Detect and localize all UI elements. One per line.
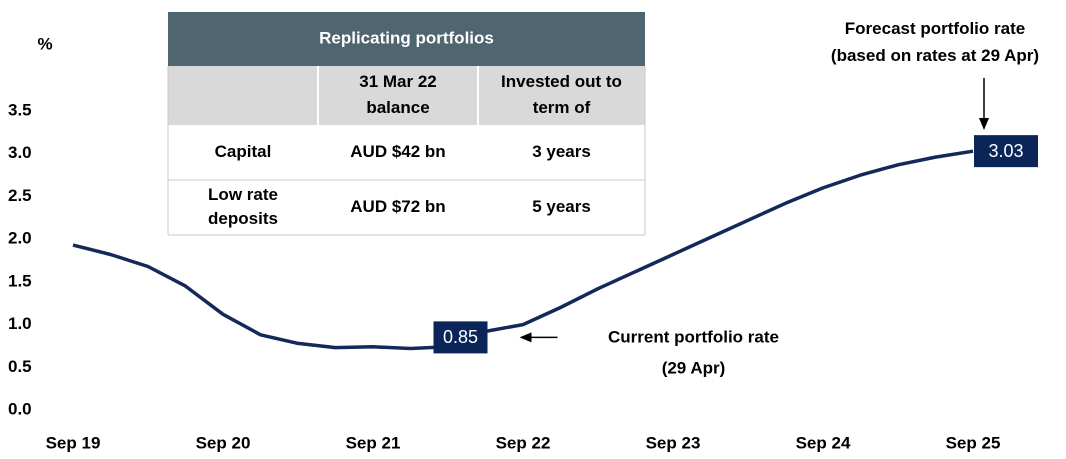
table-title-bg bbox=[168, 12, 645, 66]
table-header: balance bbox=[366, 98, 429, 117]
line bbox=[72, 149, 974, 351]
x-tick-label: Sep 23 bbox=[646, 433, 701, 452]
y-tick-label: 3.5 bbox=[8, 100, 32, 119]
x-tick-label: Sep 20 bbox=[196, 433, 251, 452]
table-cell: 5 years bbox=[532, 197, 591, 216]
table: Replicating portfolios 31 Mar 22 balance In… bbox=[167, 12, 646, 236]
value-box bbox=[974, 135, 1038, 168]
table-cell: AUD $42 bn bbox=[350, 142, 445, 161]
annotation-text: Forecast portfolio rate bbox=[845, 19, 1025, 38]
arrow-head bbox=[519, 332, 532, 343]
annotation-text: Current portfolio rate bbox=[608, 327, 779, 346]
value-box bbox=[433, 321, 488, 354]
y-tick-label: 2.0 bbox=[8, 229, 32, 248]
y-tick-label: 1.0 bbox=[8, 314, 32, 333]
table-row-label: Capital bbox=[215, 142, 272, 161]
x-tick-label: Sep 21 bbox=[346, 433, 401, 452]
table-header-bg bbox=[168, 66, 645, 125]
x-tick-label: Sep 25 bbox=[946, 433, 1001, 452]
y-tick-label: 1.5 bbox=[8, 271, 32, 290]
table-row-label: deposits bbox=[208, 209, 278, 228]
y-axis-label: % bbox=[37, 34, 52, 53]
value-label: 0.85 bbox=[443, 327, 478, 347]
table-title: Replicating portfolios bbox=[319, 28, 494, 47]
x-tick-label: Sep 22 bbox=[496, 433, 551, 452]
table-row-label: Low rate bbox=[208, 185, 278, 204]
arrow-head bbox=[979, 118, 989, 130]
annotation-text: (based on rates at 29 Apr) bbox=[831, 46, 1039, 65]
x-tick-label: Sep 19 bbox=[46, 433, 101, 452]
y-tick-label: 3.0 bbox=[8, 143, 32, 162]
y-tick-label: 0.5 bbox=[8, 357, 32, 376]
table-cell: 3 years bbox=[532, 142, 591, 161]
table-cell: AUD $72 bn bbox=[350, 197, 445, 216]
y-tick-label: 0.0 bbox=[8, 399, 32, 418]
x-tick-label: Sep 24 bbox=[796, 433, 851, 452]
annotation-text: (29 Apr) bbox=[662, 358, 726, 377]
table-header: Invested out to bbox=[501, 72, 622, 91]
value-label: 3.03 bbox=[988, 141, 1023, 161]
table-header: 31 Mar 22 bbox=[359, 72, 437, 91]
table-header: term of bbox=[533, 98, 591, 117]
y-tick-label: 2.5 bbox=[8, 186, 32, 205]
